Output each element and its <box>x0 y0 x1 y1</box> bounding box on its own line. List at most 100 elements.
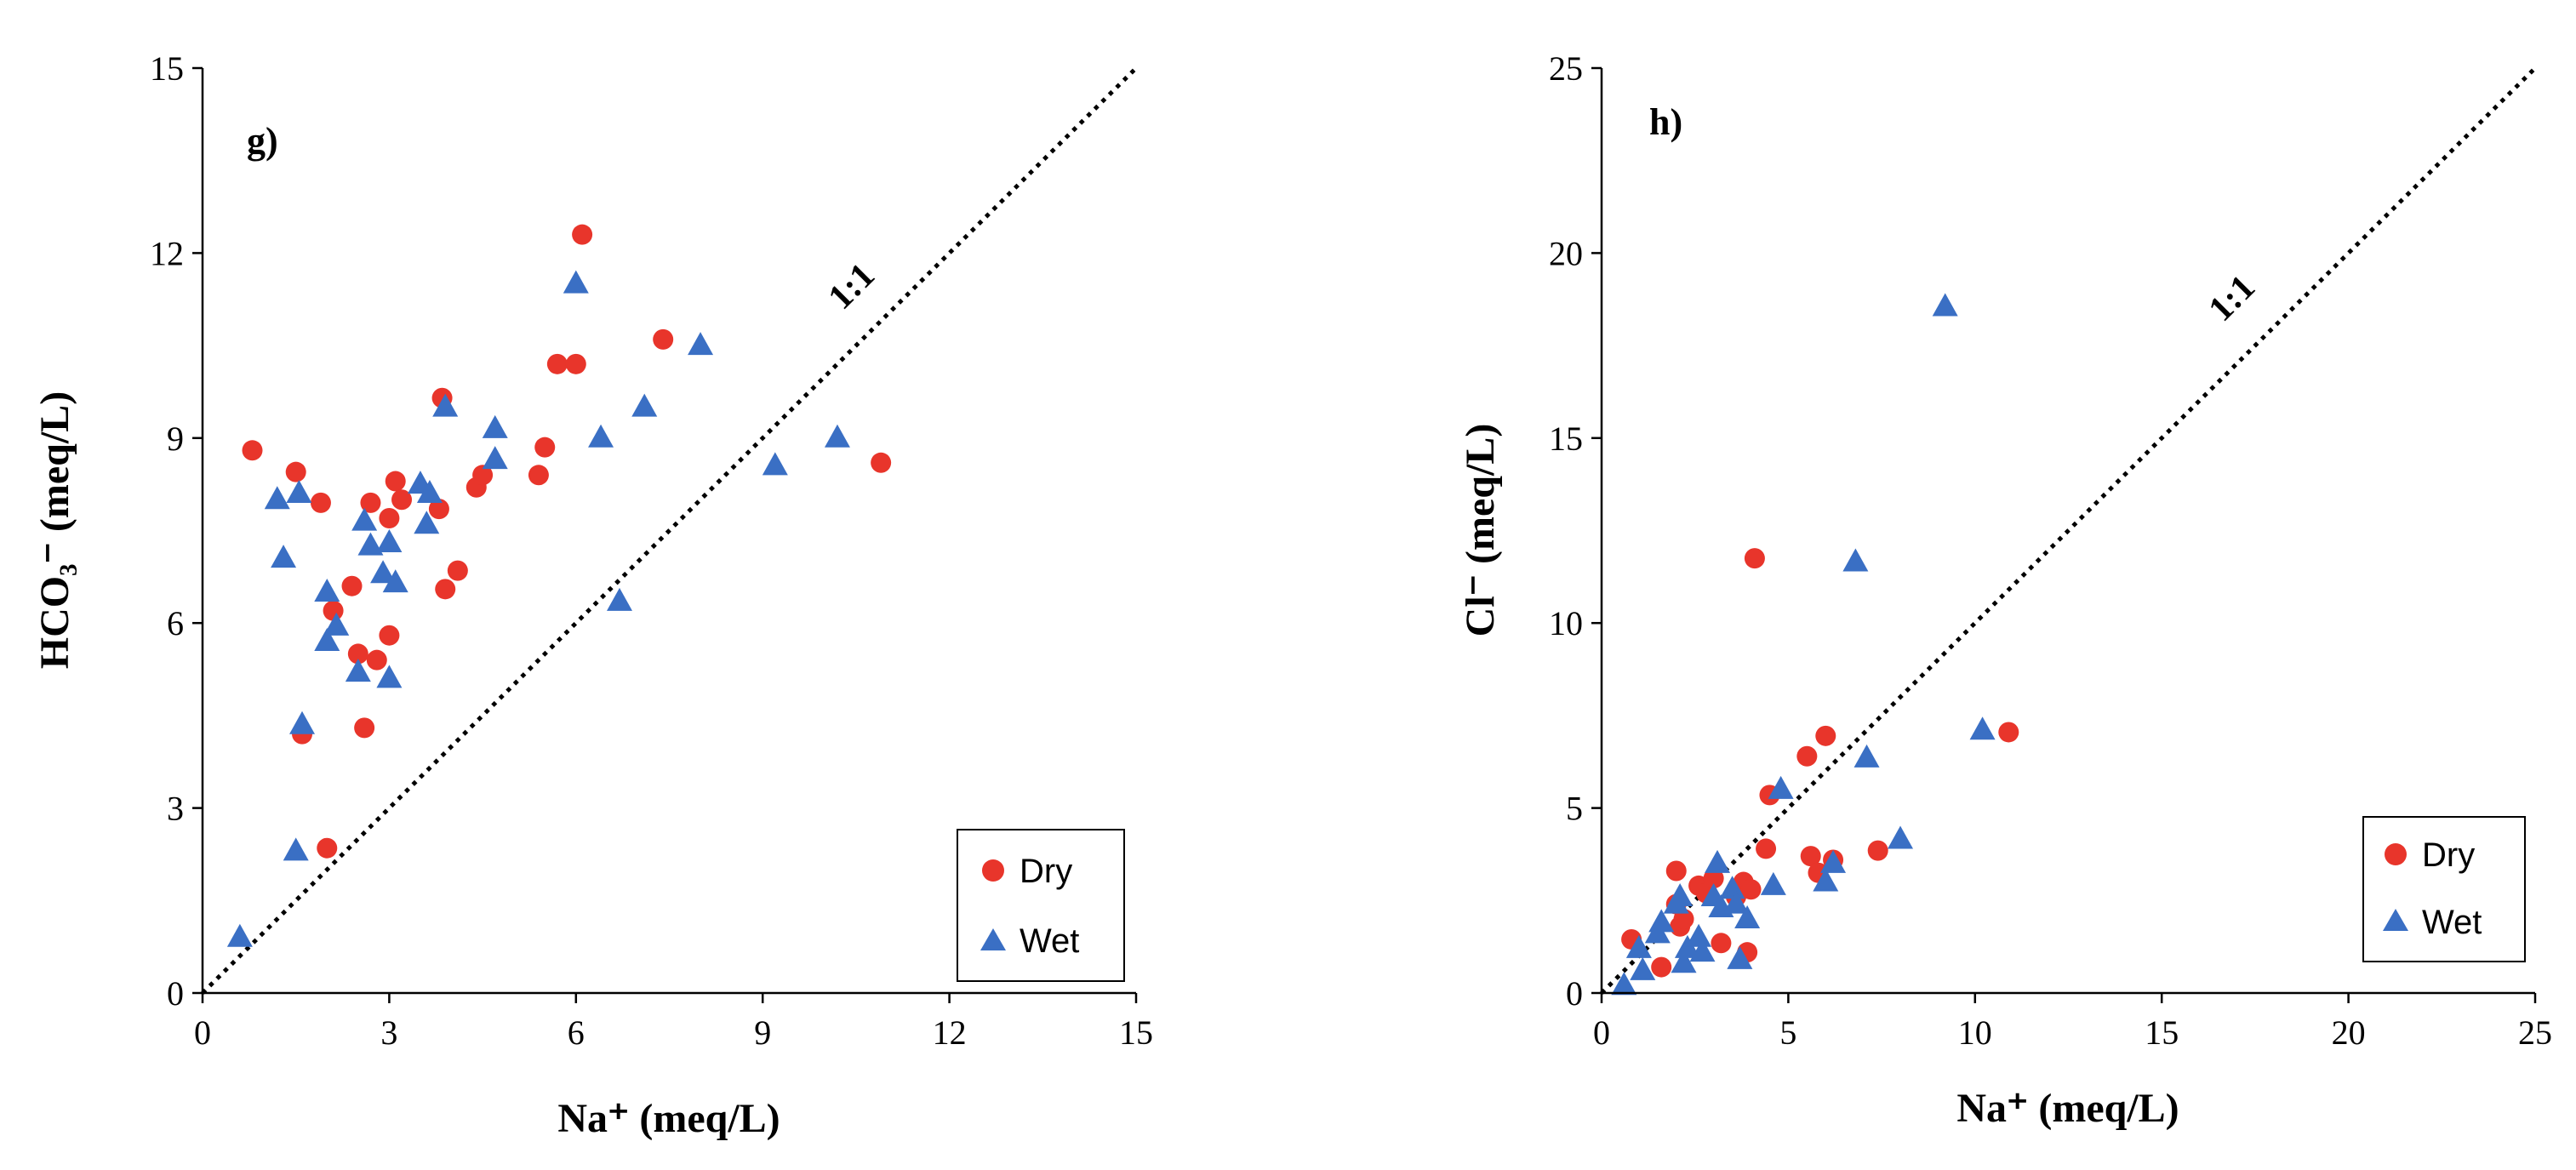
data-point-wet <box>314 627 340 651</box>
data-point-wet <box>631 393 658 417</box>
data-point-wet <box>588 424 614 448</box>
data-point-dry <box>391 489 413 511</box>
data-point-wet <box>1630 956 1656 980</box>
data-point-dry <box>1665 860 1687 882</box>
data-point-dry <box>1998 722 2019 743</box>
data-point-dry <box>1703 868 1724 889</box>
data-point-dry <box>871 452 892 473</box>
x-tick-label: 25 <box>2518 1013 2552 1052</box>
data-point-wet <box>762 452 788 476</box>
data-point-dry <box>546 353 568 374</box>
x-tick-label: 0 <box>1593 1013 1610 1052</box>
data-point-wet <box>1888 825 1914 849</box>
data-point-dry <box>1800 846 1821 867</box>
legend: Dry Wet <box>2362 816 2526 962</box>
legend-marker-dry <box>982 859 1004 882</box>
data-point-dry <box>1673 909 1694 930</box>
legend-marker-dry <box>2385 843 2407 865</box>
legend-label-wet: Wet <box>1020 922 1079 960</box>
data-point-dry <box>1796 745 1818 767</box>
x-tick-label: 15 <box>2145 1013 2179 1052</box>
data-point-dry <box>379 508 400 529</box>
x-tick-label: 10 <box>1958 1013 1992 1052</box>
y-tick-label: 20 <box>1549 234 1583 272</box>
data-point-wet <box>357 532 384 556</box>
data-point-wet <box>1734 905 1761 929</box>
y-tick-label: 15 <box>150 49 184 88</box>
x-tick-label: 9 <box>754 1013 771 1052</box>
data-point-dry <box>435 579 456 600</box>
data-point-wet <box>289 711 316 734</box>
data-point-wet <box>414 511 440 534</box>
y-tick-label: 0 <box>167 974 184 1013</box>
data-point-wet <box>1768 775 1794 799</box>
panel-label: g) <box>247 120 278 162</box>
data-point-dry <box>1744 548 1765 569</box>
y-axis-title: HCO₃⁻ (meq/L) <box>32 391 77 669</box>
data-point-wet <box>1719 876 1745 899</box>
x-tick-label: 15 <box>1119 1013 1153 1052</box>
data-point-dry <box>534 437 556 458</box>
ref-line-1to1 <box>1600 66 2537 995</box>
data-point-wet <box>1611 972 1637 996</box>
data-point-dry <box>317 837 338 859</box>
data-point-dry <box>366 649 387 671</box>
panel-label: h) <box>1649 101 1682 143</box>
x-tick-label: 20 <box>2332 1013 2366 1052</box>
data-point-wet <box>1667 882 1694 906</box>
data-point-dry <box>385 471 406 492</box>
data-point-wet <box>1813 868 1839 892</box>
data-point-wet <box>382 569 408 593</box>
y-tick-label: 3 <box>167 790 184 828</box>
y-tick-label: 0 <box>1566 974 1583 1013</box>
data-point-wet <box>1671 950 1697 973</box>
data-point-wet <box>1722 890 1749 914</box>
data-point-wet <box>271 545 297 568</box>
y-tick-label: 6 <box>167 604 184 642</box>
data-point-wet <box>1686 923 1712 947</box>
data-point-wet <box>1842 548 1869 572</box>
y-tick-label: 25 <box>1549 49 1583 88</box>
data-point-wet <box>416 480 443 504</box>
legend-marker-wet <box>980 928 1006 950</box>
data-point-wet <box>432 393 459 417</box>
data-point-dry <box>310 492 331 513</box>
x-axis-title: Na⁺ (meq/L) <box>1956 1086 2179 1131</box>
data-point-wet <box>563 270 589 294</box>
data-point-dry <box>447 560 468 581</box>
x-tick-label: 12 <box>933 1013 967 1052</box>
legend-label-dry: Dry <box>2422 836 2475 874</box>
data-point-wet <box>1853 744 1880 768</box>
data-point-wet <box>1705 849 1731 873</box>
data-point-wet <box>1727 945 1753 969</box>
data-point-dry <box>1756 838 1777 859</box>
x-tick-label: 3 <box>380 1013 397 1052</box>
data-point-wet <box>264 486 290 510</box>
data-point-wet <box>1625 934 1652 958</box>
data-point-dry <box>285 461 306 482</box>
data-point-wet <box>482 446 508 470</box>
x-tick-label: 5 <box>1779 1013 1796 1052</box>
data-point-wet <box>1648 909 1675 933</box>
data-point-wet <box>345 659 371 682</box>
data-point-dry <box>572 224 593 245</box>
data-point-dry <box>323 600 344 621</box>
data-point-wet <box>1932 293 1958 317</box>
legend-label-wet: Wet <box>2422 904 2482 941</box>
legend-marker-wet <box>2383 909 2408 931</box>
legend: Dry Wet <box>957 829 1125 982</box>
data-point-dry <box>354 717 375 739</box>
data-point-wet <box>286 480 312 504</box>
data-point-wet <box>323 612 350 636</box>
data-point-dry <box>528 465 549 486</box>
data-point-wet <box>1820 849 1847 873</box>
data-point-wet <box>314 578 340 602</box>
data-point-dry <box>1651 956 1672 978</box>
data-point-wet <box>226 923 253 947</box>
data-point-dry <box>1867 840 1888 861</box>
data-point-dry <box>428 499 449 520</box>
data-point-dry <box>341 575 363 596</box>
data-point-dry <box>472 465 494 486</box>
data-point-dry <box>242 440 263 461</box>
data-point-wet <box>370 560 397 584</box>
